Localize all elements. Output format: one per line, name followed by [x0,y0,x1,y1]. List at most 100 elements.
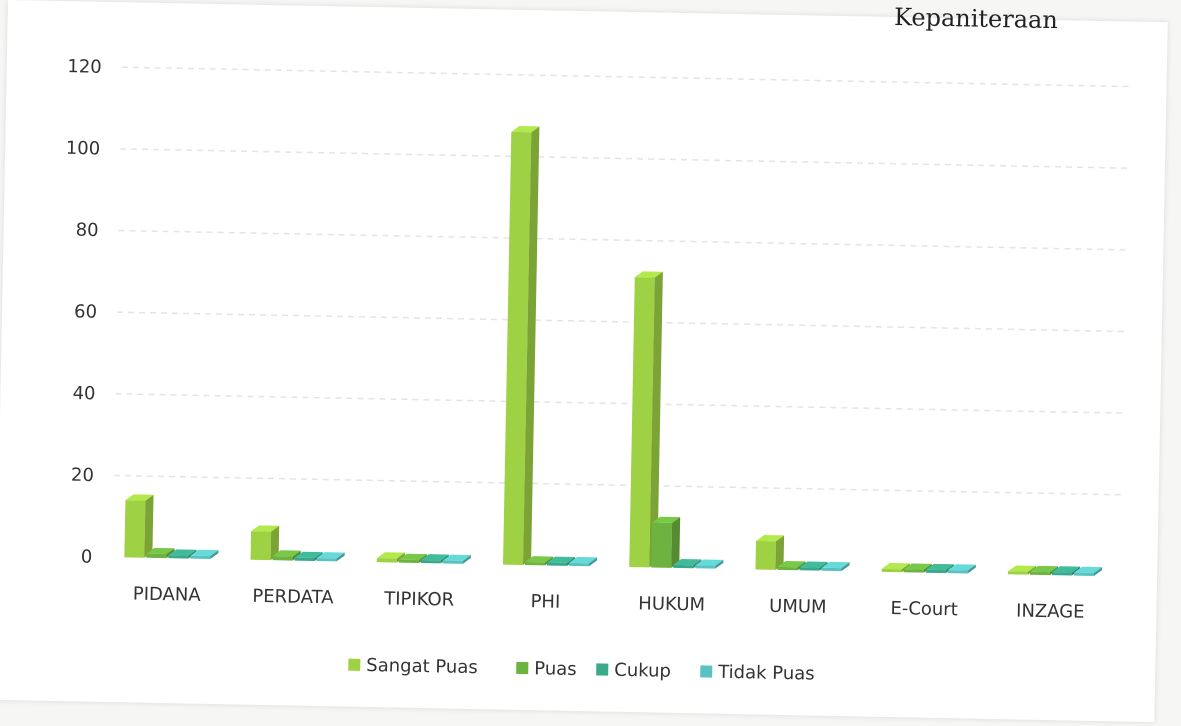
bar [1073,566,1103,576]
bar-top [168,549,197,556]
bar-side [715,559,724,569]
grid-lines [113,66,1132,496]
bar-front [903,569,924,573]
bar [376,552,405,563]
legend-swatch [700,665,713,678]
bar-front [947,570,968,574]
bar-top [251,525,280,532]
bar-side [775,535,785,570]
bar-top [695,559,724,566]
y-tick-label: 120 [67,56,102,78]
x-category-label: PERDATA [252,586,334,609]
bar-front [420,560,441,564]
bar-front [376,558,397,563]
grid-line [113,474,1124,496]
bar [190,549,219,559]
bar-top [1051,566,1081,573]
legend-label: Tidak Puas [717,662,815,685]
grid-line [118,229,1129,251]
legend-swatch [516,661,529,675]
bar-front [629,277,655,568]
bar-top [294,551,323,558]
legend-swatch [596,663,609,676]
bar-top [316,552,345,559]
bar-front [651,522,673,568]
bar [947,564,976,574]
x-axis-categories: PIDANA PERDATA TIPIKOR PHI HUKUM UMUM E-Court I… [133,584,1085,623]
bar [442,554,471,564]
bar-top [947,564,976,571]
bar-side [967,564,976,574]
legend-swatch [348,658,361,671]
y-tick-label: 60 [74,301,97,322]
legend-label: Puas [534,658,577,680]
bar [272,550,301,561]
legend: Sangat Puas Puas Cukup Tidak Puas [348,655,815,685]
bar-top [272,550,301,557]
legend-item: Cukup [596,660,671,682]
bars [124,126,1103,576]
x-category-label: UMUM [769,596,827,618]
bar-side [671,517,681,568]
bar-front [755,540,777,570]
legend-item: Tidak Puas [700,662,815,685]
y-tick-label: 40 [72,383,95,404]
bar-top [925,563,954,571]
bar-top [398,553,427,560]
bar-top [190,549,219,556]
bar-top [634,271,663,278]
bar [629,271,663,568]
bar-top [652,516,681,523]
grid-line [120,148,1130,169]
x-category-label: HUKUM [638,593,705,615]
bar-front [799,567,820,571]
y-axis-ticks: 0 20 40 60 80 100 120 [66,56,102,568]
bar [316,552,345,562]
bar-front [925,569,946,574]
bar-front [673,564,694,569]
bar-top [903,563,932,570]
x-category-label: PHI [530,591,560,613]
grid-line [117,311,1127,333]
bar-side [522,126,540,565]
bar-front [124,500,146,558]
bar-front [1029,571,1050,576]
grid-line [121,66,1132,88]
bar [777,561,806,571]
bar [821,561,850,572]
grid-line [115,393,1126,414]
bar-front [777,566,798,571]
bar-front [524,562,546,566]
bar-front [1051,572,1072,576]
bar-top [547,556,576,563]
bar-front [190,555,211,559]
bar-front [272,556,293,561]
x-category-label: E-Court [890,598,958,620]
bar-front [294,557,315,561]
bar-side [1093,567,1103,576]
bar-side [588,557,598,567]
bar-front [146,553,167,559]
bar-top [1029,565,1059,573]
bar-top [1073,566,1103,573]
bar-front [546,562,568,566]
bar-front [821,567,842,572]
bar [503,126,540,565]
x-category-label: PIDANA [133,584,202,606]
bar-front [398,559,419,563]
x-category-label: INZAGE [1016,600,1085,622]
bar-top [673,559,702,566]
legend-item: Sangat Puas [348,655,478,678]
bar [250,525,280,561]
bar-front [250,531,272,561]
y-tick-label: 20 [71,465,94,486]
bar-top [376,552,405,559]
bar-front [1007,571,1028,575]
bar-side [270,525,280,561]
bar-top [756,535,785,542]
bar-top [799,561,828,568]
bar-top [777,561,806,568]
bar-front [695,565,716,569]
